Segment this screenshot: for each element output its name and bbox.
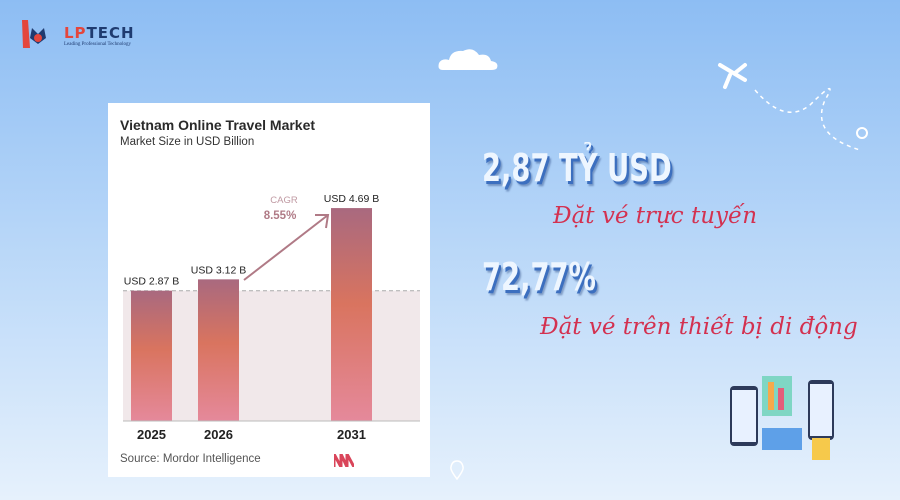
cagr-arrow	[243, 214, 330, 281]
data-label-2031: USD 4.69 B	[324, 193, 379, 205]
chart-panel: Vietnam Online Travel Market Market Size…	[108, 103, 430, 477]
x-tick-2031: 2031	[337, 427, 366, 442]
chart-title: Vietnam Online Travel Market	[120, 117, 316, 133]
cagr-value: 8.55%	[264, 210, 297, 222]
logo-text: LPTECH	[64, 23, 135, 42]
mobile-app-illustration	[730, 376, 834, 460]
location-pin-icon	[450, 460, 464, 480]
stat-value-mobile-booking: 72,77%	[482, 255, 596, 299]
data-label-2025: USD 2.87 B	[124, 276, 179, 288]
chart-source: Source: Mordor Intelligence	[120, 453, 261, 465]
bar-2026	[198, 279, 239, 421]
bar-2025	[131, 290, 172, 421]
bar-chart: USD 2.87 B 2025 USD 3.12 B 2026 USD 4.69 B 20…	[123, 193, 420, 442]
flight-path-decoration	[718, 63, 868, 151]
stat-caption-mobile-booking: Đặt vé trên thiết bị di động	[540, 314, 858, 340]
mordor-logo-icon	[334, 454, 354, 467]
bar-2031	[331, 208, 372, 421]
chart-subtitle: Market Size in USD Billion	[120, 136, 255, 148]
lptech-logo: LPTECH Leading Professional Technology	[18, 18, 135, 52]
logo-tagline: Leading Professional Technology	[64, 41, 132, 47]
data-label-2026: USD 3.12 B	[191, 264, 246, 276]
stat-caption-online-booking: Đặt vé trực tuyến	[553, 203, 758, 229]
stat-value-online-booking: 2,87 TỶ USD	[482, 146, 672, 190]
location-pin-icon	[856, 127, 868, 139]
cagr-label: CAGR	[270, 195, 298, 206]
x-tick-2026: 2026	[204, 427, 233, 442]
airplane-icon	[718, 63, 747, 89]
fox-logo-icon	[22, 20, 46, 48]
cloud-icon	[438, 49, 498, 70]
x-tick-2025: 2025	[137, 427, 166, 442]
